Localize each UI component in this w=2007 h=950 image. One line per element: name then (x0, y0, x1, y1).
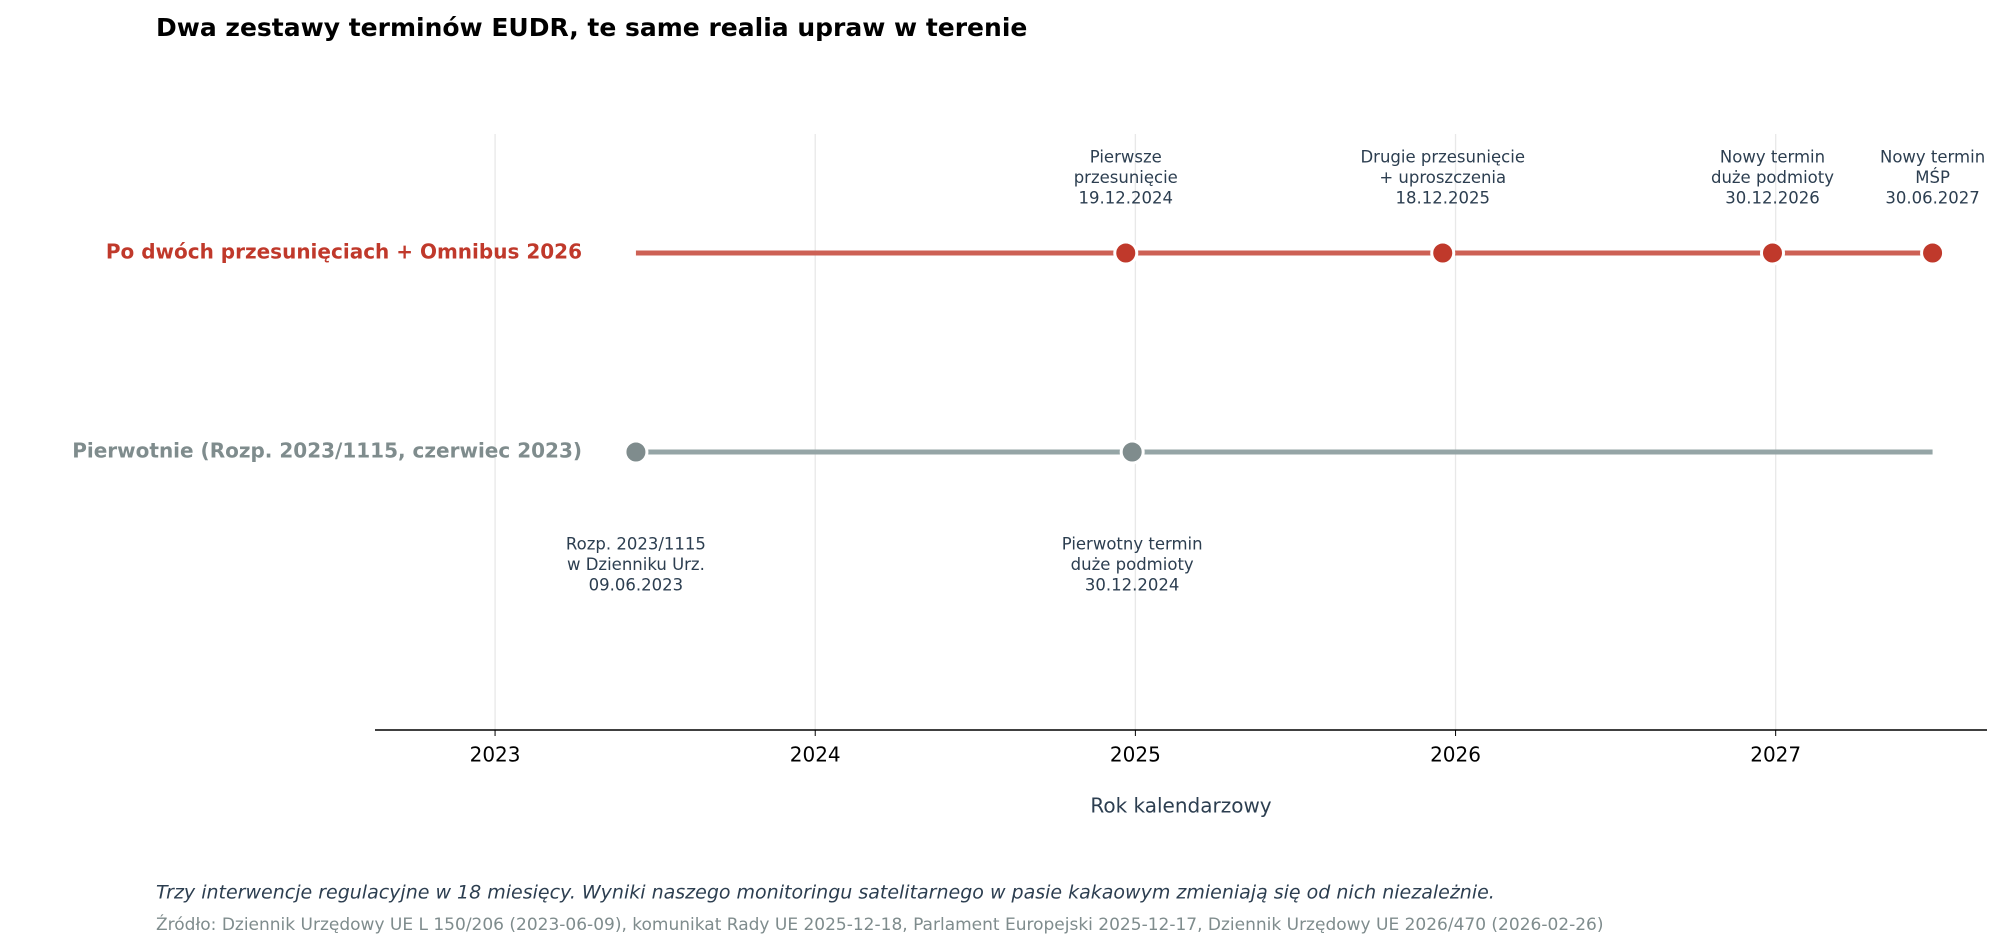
event-label: Pierwsze (1090, 148, 1162, 167)
source: Źródło: Dziennik Urzędowy UE L 150/206 (… (156, 913, 1604, 935)
chart-title: Dwa zestawy terminów EUDR, te same reali… (156, 13, 1027, 42)
event-marker (1920, 240, 1946, 266)
x-tick-label: 2025 (1110, 743, 1161, 767)
x-tick-label: 2026 (1430, 743, 1481, 767)
x-tick-label: 2027 (1750, 743, 1801, 767)
caption: Trzy interwencje regulacyjne w 18 miesię… (156, 882, 1495, 904)
event-marker (623, 439, 649, 465)
event-label: przesunięcie (1074, 168, 1178, 187)
event-label: + uproszczenia (1379, 168, 1506, 187)
event-label: Nowy termin (1720, 148, 1825, 167)
row-label: Po dwóch przesunięciach + Omnibus 2026 (106, 240, 582, 264)
event-label: 19.12.2024 (1079, 189, 1173, 208)
event-label: MŚP (1915, 168, 1950, 187)
x-axis-label: Rok kalendarzowy (1090, 794, 1271, 818)
event-label: 18.12.2025 (1395, 189, 1489, 208)
x-tick-label: 2023 (470, 743, 521, 767)
event-label: duże podmioty (1071, 555, 1194, 574)
row-label: Pierwotnie (Rozp. 2023/1115, czerwiec 20… (72, 439, 582, 463)
event-label: 30.12.2026 (1725, 189, 1819, 208)
event-marker (1119, 439, 1145, 465)
event-label: Drugie przesunięcie (1360, 148, 1525, 167)
event-label: duże podmioty (1711, 168, 1834, 187)
event-label: 30.12.2024 (1085, 576, 1179, 595)
event-label: Nowy termin (1880, 148, 1985, 167)
x-tick-label: 2024 (790, 743, 841, 767)
event-label: w Dzienniku Urz. (567, 555, 705, 574)
event-label: 30.06.2027 (1885, 189, 1979, 208)
event-label: Pierwotny termin (1062, 535, 1203, 554)
event-label: Rozp. 2023/1115 (566, 535, 706, 554)
event-label: 09.06.2023 (589, 576, 683, 595)
event-marker (1113, 240, 1139, 266)
event-marker (1759, 240, 1785, 266)
event-marker (1430, 240, 1456, 266)
